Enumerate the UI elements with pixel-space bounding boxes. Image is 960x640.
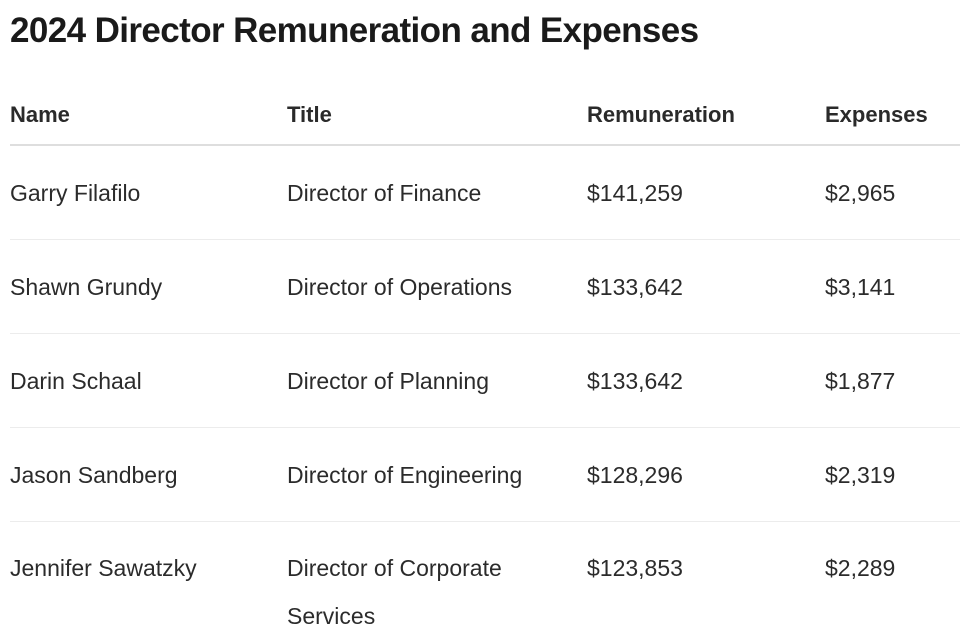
cell-name: Garry Filafilo <box>10 145 287 240</box>
table-row: Jennifer Sawatzky Director of Corporate … <box>10 522 960 640</box>
table-body: Garry Filafilo Director of Finance $141,… <box>10 145 960 640</box>
cell-name: Shawn Grundy <box>10 239 287 334</box>
cell-title: Director of Operations <box>287 239 587 334</box>
cell-title: Director of Finance <box>287 145 587 240</box>
cell-expenses: $3,141 <box>825 239 960 334</box>
cell-expenses: $2,965 <box>825 145 960 240</box>
cell-name: Darin Schaal <box>10 333 287 428</box>
column-header-remuneration: Remuneration <box>587 86 825 146</box>
cell-title: Director of Corporate Services <box>287 555 502 629</box>
column-header-expenses: Expenses <box>825 86 960 146</box>
cell-name: Jason Sandberg <box>10 427 287 522</box>
table-row: Garry Filafilo Director of Finance $141,… <box>10 145 960 240</box>
column-header-name: Name <box>10 86 287 146</box>
cell-remuneration: $123,853 <box>587 555 683 581</box>
cell-remuneration: $133,642 <box>587 239 825 334</box>
cell-remuneration: $133,642 <box>587 333 825 428</box>
remuneration-table-container: Name Title Remuneration Expenses Garry F… <box>10 86 960 640</box>
cell-title: Director of Engineering <box>287 427 587 522</box>
cell-expenses: $2,319 <box>825 427 960 522</box>
cell-title: Director of Planning <box>287 333 587 428</box>
table-header: Name Title Remuneration Expenses <box>10 86 960 146</box>
column-header-title: Title <box>287 86 587 146</box>
cell-expenses: $1,877 <box>825 333 960 428</box>
cell-remuneration: $141,259 <box>587 145 825 240</box>
cell-remuneration: $128,296 <box>587 427 825 522</box>
page-title: 2024 Director Remuneration and Expenses <box>10 11 699 50</box>
table-row: Shawn Grundy Director of Operations $133… <box>10 239 960 334</box>
header-row: Name Title Remuneration Expenses <box>10 86 960 146</box>
table-row: Jason Sandberg Director of Engineering $… <box>10 427 960 522</box>
table-row: Darin Schaal Director of Planning $133,6… <box>10 333 960 428</box>
cell-name: Jennifer Sawatzky <box>10 555 197 581</box>
remuneration-table: Name Title Remuneration Expenses Garry F… <box>10 86 960 640</box>
cell-expenses: $2,289 <box>825 555 896 581</box>
